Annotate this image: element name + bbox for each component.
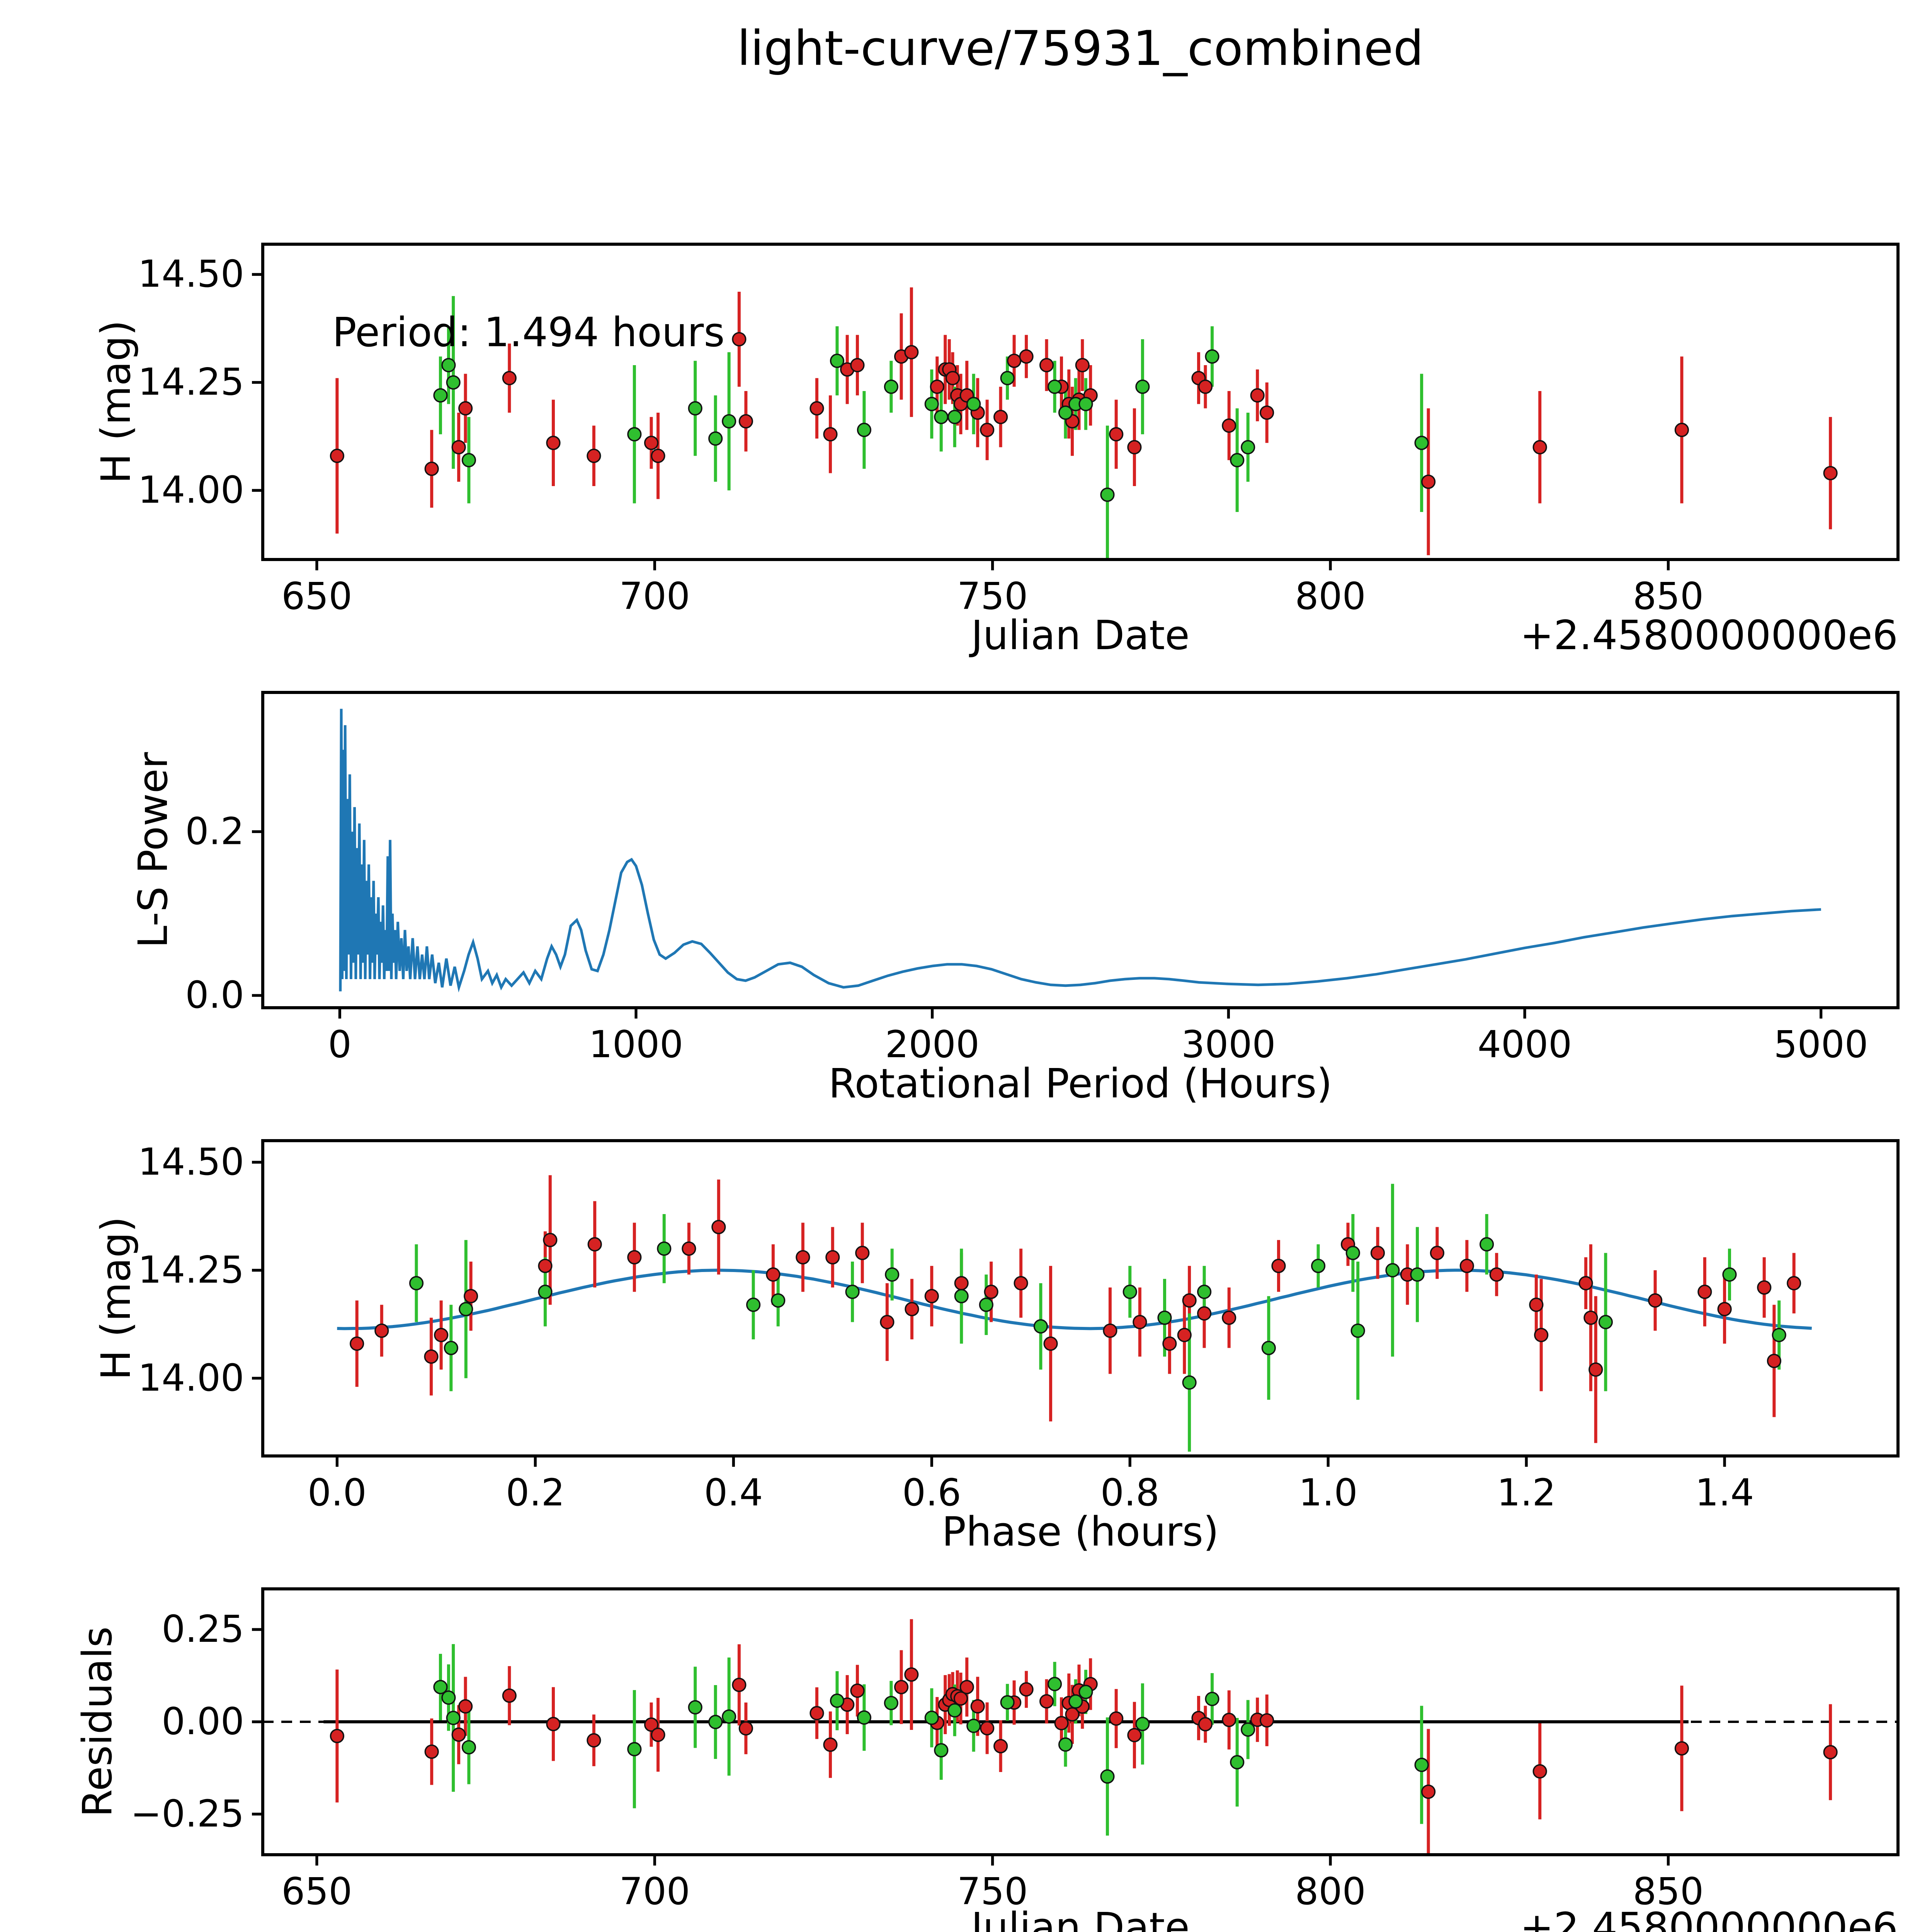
residuals-xtick-label: 750: [957, 1870, 1028, 1913]
panel-periodogram: 0 1000 2000 3000 4000 5000 0.0 0.2: [185, 691, 1900, 1066]
residuals-ticks: 650 700 750 800 850 −0.25 0.00 0.25: [131, 1607, 1704, 1913]
residuals-axis-offset: +2.4580000000e6: [1520, 1906, 1898, 1932]
phase-xtick-label: 1.4: [1695, 1471, 1754, 1514]
panel-residuals: 650 700 750 800 850 −0.25 0.00 0.25: [131, 1587, 1900, 1913]
figure-title: light-curve/75931_combined: [737, 22, 1424, 77]
periodogram-xtick-label: 4000: [1478, 1023, 1572, 1066]
lightcurve-ticks: 650 700 750 800 850 14.00 14.25 14.50: [138, 252, 1704, 618]
residuals-xlabel: Julian Date: [971, 1906, 1190, 1932]
residuals-ytick-label: 0.25: [162, 1607, 244, 1651]
phase-xtick-label: 0.2: [506, 1471, 565, 1514]
phase-xtick-label: 1.0: [1299, 1471, 1358, 1514]
periodogram-xtick-label: 1000: [589, 1023, 683, 1066]
phase-xtick-label: 0.4: [704, 1471, 763, 1514]
periodogram-xlabel: Rotational Period (Hours): [828, 1062, 1332, 1108]
lightcurve-ytick-label: 14.00: [138, 468, 244, 512]
residuals-ytick-label: −0.25: [131, 1792, 244, 1835]
periodogram-ytick-label: 0.2: [185, 810, 244, 853]
residuals-xtick-label: 850: [1633, 1870, 1704, 1913]
periodogram-frame: [261, 691, 1900, 1009]
phase-ticks: 0.0 0.2 0.4 0.6 0.8 1.0 1.2 1.4 14.00 14.25 14.50: [138, 1140, 1754, 1514]
phase-xtick-label: 0.0: [308, 1471, 367, 1514]
lightcurve-ylabel: H (mag): [94, 320, 141, 484]
phase-xlabel: Phase (hours): [942, 1510, 1219, 1556]
lightcurve-markers: [330, 332, 1838, 502]
period-annotation: Period: 1.494 hours: [332, 311, 725, 357]
phase-frame: [261, 1139, 1900, 1458]
lightcurve-xtick-label: 700: [619, 575, 690, 618]
phase-errorbars: [355, 1175, 1796, 1452]
residuals-ylabel: Residuals: [76, 1626, 122, 1817]
lightcurve-xtick-label: 650: [281, 575, 352, 618]
phase-ylabel: H (mag): [94, 1216, 141, 1380]
lightcurve-axis-offset: +2.4580000000e6: [1520, 614, 1898, 660]
lightcurve-xtick-label: 800: [1295, 575, 1366, 618]
panel-lightcurve: 650 700 750 800 850 14.00 14.25 14.50: [138, 243, 1900, 618]
residuals-xtick-label: 800: [1295, 1870, 1366, 1913]
phase-ytick-label: 14.50: [138, 1140, 244, 1184]
lightcurve-frame: [261, 243, 1900, 561]
periodogram-xtick-label: 0: [328, 1023, 352, 1066]
residuals-errorbars: [335, 1619, 1832, 1855]
residuals-xtick-label: 700: [619, 1870, 690, 1913]
residuals-xtick-label: 650: [281, 1870, 352, 1913]
lightcurve-ytick-label: 14.50: [138, 252, 244, 296]
periodogram-ylabel: L-S Power: [131, 752, 178, 948]
lightcurve-ytick-label: 14.25: [138, 361, 244, 404]
phase-xtick-label: 0.6: [902, 1471, 961, 1514]
residuals-markers: [330, 1667, 1838, 1799]
panel-phase: 0.0 0.2 0.4 0.6 0.8 1.0 1.2 1.4 14.00 14.25 14.50: [138, 1139, 1900, 1514]
phase-ytick-label: 14.25: [138, 1248, 244, 1291]
phase-xtick-label: 1.2: [1497, 1471, 1556, 1514]
lightcurve-xtick-label: 750: [957, 575, 1028, 618]
periodogram-xtick-label: 2000: [885, 1023, 980, 1066]
phase-xtick-label: 0.8: [1100, 1471, 1160, 1514]
periodogram-xtick-label: 3000: [1181, 1023, 1276, 1066]
phase-markers: [350, 1219, 1801, 1390]
periodogram-ticks: 0 1000 2000 3000 4000 5000 0.0 0.2: [185, 810, 1868, 1066]
periodogram-xtick-label: 5000: [1774, 1023, 1868, 1066]
periodogram-ytick-label: 0.0: [185, 973, 244, 1017]
lightcurve-xtick-label: 850: [1633, 575, 1704, 618]
fit-line: [337, 1269, 1812, 1330]
lightcurve-xlabel: Julian Date: [971, 614, 1190, 660]
periodogram-line: [339, 709, 1821, 993]
residuals-ytick-label: 0.00: [162, 1700, 244, 1743]
phase-ytick-label: 14.00: [138, 1356, 244, 1400]
